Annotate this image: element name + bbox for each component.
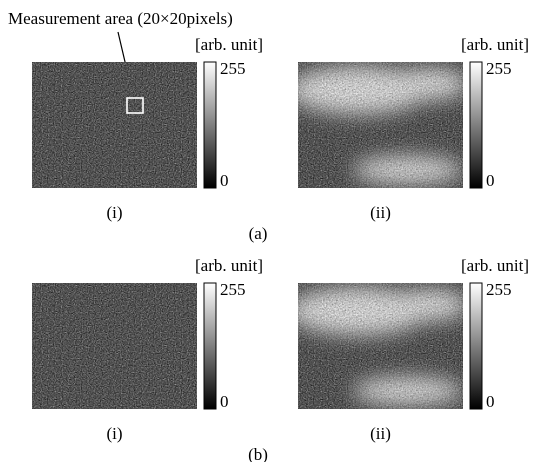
image-panel (32, 283, 197, 409)
panel-label: (i) (106, 424, 122, 443)
colorbar (204, 283, 216, 409)
colorbar-unit: [arb. unit] (195, 35, 263, 54)
image-bright-region (298, 62, 463, 188)
colorbar-min: 0 (220, 171, 229, 190)
colorbar (204, 62, 216, 188)
image-panel (298, 283, 463, 409)
colorbar (470, 283, 482, 409)
colorbar-unit: [arb. unit] (461, 35, 529, 54)
group-label: (a) (249, 224, 268, 243)
image-panel (298, 62, 463, 188)
colorbar-max: 255 (220, 280, 246, 299)
colorbar (470, 62, 482, 188)
colorbar-unit: [arb. unit] (461, 256, 529, 275)
panel-label: (ii) (370, 424, 391, 443)
image-bright-region (298, 283, 463, 409)
annotation: Measurement area (20×20pixels) (8, 9, 233, 28)
image-noise (32, 62, 197, 188)
colorbar-max: 255 (486, 280, 512, 299)
image-noise (32, 283, 197, 409)
colorbar-unit: [arb. unit] (195, 256, 263, 275)
panel-label: (i) (106, 203, 122, 222)
group-label: (b) (248, 445, 268, 462)
colorbar-min: 0 (486, 392, 495, 411)
colorbar-max: 255 (220, 59, 246, 78)
colorbar-min: 0 (220, 392, 229, 411)
colorbar-min: 0 (486, 171, 495, 190)
image-panel (32, 62, 197, 188)
panel-label: (ii) (370, 203, 391, 222)
colorbar-max: 255 (486, 59, 512, 78)
figure: Measurement area (20×20pixels) [arb. uni… (0, 0, 534, 462)
